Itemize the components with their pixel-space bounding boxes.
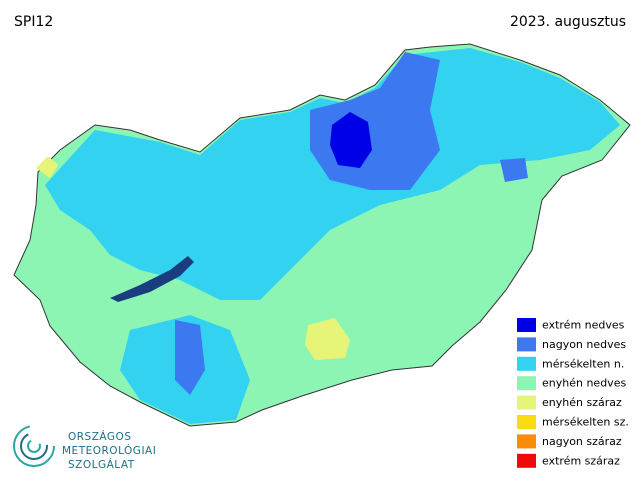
legend-label: enyhén száraz (542, 396, 622, 409)
legend-swatch (517, 356, 536, 371)
legend-label: extrém száraz (542, 454, 620, 467)
legend-label: mérsékelten sz. (542, 416, 629, 429)
map (13, 43, 631, 427)
legend-swatch (517, 337, 536, 352)
legend-swatch (517, 376, 536, 391)
logo-text: METEOROLÓGIAI (62, 444, 156, 457)
legend-swatch (517, 434, 536, 449)
logo-mark (20, 432, 48, 460)
very-wet-region (175, 320, 205, 395)
logo-text: SZOLGÁLAT (68, 458, 135, 471)
logo-text: ORSZÁGOS (68, 430, 131, 443)
legend-swatch (517, 453, 536, 468)
dry-region (36, 156, 58, 178)
extreme-wet-region (330, 112, 372, 168)
map-title: SPI12 (14, 14, 53, 30)
legend-swatch (517, 415, 536, 429)
very-wet-region (500, 158, 528, 182)
legend: extrém nedves nagyon nedves mérsékelten n.… (517, 318, 629, 468)
logo-mark (13, 425, 55, 467)
legend-swatch (517, 318, 536, 332)
legend-label: nagyon nedves (542, 338, 626, 351)
map-date: 2023. augusztus (510, 14, 626, 30)
legend-label: enyhén nedves (542, 377, 626, 390)
legend-label: extrém nedves (542, 319, 625, 332)
dry-region (305, 318, 350, 360)
legend-swatch (517, 395, 536, 410)
very-wet-region (310, 52, 440, 190)
legend-label: mérsékelten n. (542, 357, 624, 370)
logo-mark (27, 439, 41, 453)
lake-balaton (110, 256, 194, 302)
logo: ORSZÁGOS METEOROLÓGIAI SZOLGÁLAT (13, 425, 156, 471)
legend-label: nagyon száraz (542, 435, 622, 448)
